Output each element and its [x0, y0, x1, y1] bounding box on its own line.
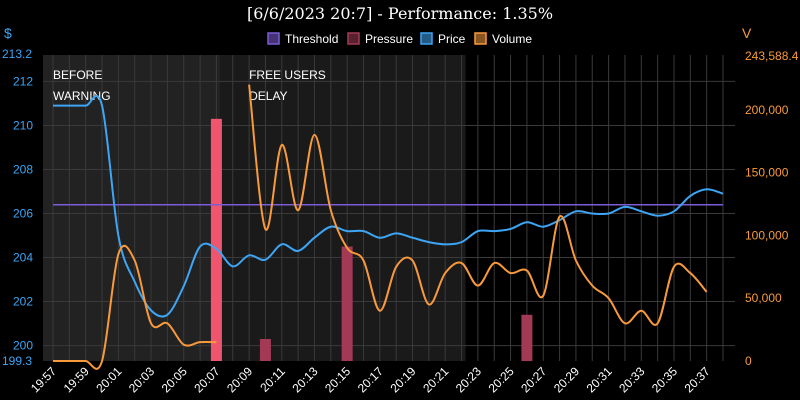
left-axis-unit: $ — [4, 25, 12, 41]
legend-label: Volume — [492, 32, 532, 46]
left-axis-tick-label: 204 — [13, 251, 33, 265]
pressure-bars — [210, 118, 533, 361]
annotations: BEFORE WARNING FREE USERS DELAY — [53, 68, 326, 103]
annotation-text: DELAY — [249, 89, 287, 103]
legend-swatch — [347, 32, 360, 45]
legend-label: Price — [438, 32, 466, 46]
left-axis-max-label: 213.2 — [2, 47, 32, 61]
right-axis-max-label: 243,588.4 — [745, 49, 799, 63]
annotation-text: FREE USERS — [249, 68, 326, 82]
right-axis: V 243,588.4 0 50,000 100,000 150,000 200,000 — [742, 25, 799, 368]
price-line — [53, 95, 724, 318]
annotation-text: WARNING — [53, 89, 111, 103]
legend: Threshold Pressure Price Volume — [267, 32, 532, 46]
legend-swatch — [267, 32, 280, 45]
pressure-bar — [259, 338, 271, 361]
series-lines — [53, 84, 724, 370]
right-axis-tick-label: 150,000 — [745, 166, 789, 180]
right-axis-tick-label: 100,000 — [745, 228, 789, 242]
chart-title: [6/6/2023 20:7] - Performance: 1.35% — [247, 4, 553, 23]
right-axis-tick-label: 200,000 — [745, 103, 789, 117]
legend-label: Threshold — [285, 32, 338, 46]
volume-line — [248, 84, 708, 326]
left-axis-tick-label: 212 — [13, 74, 33, 88]
left-axis-min-label: 199.3 — [2, 354, 32, 368]
left-axis-tick-label: 210 — [13, 118, 33, 132]
annotation-text: BEFORE — [53, 68, 102, 82]
pressure-bar — [341, 246, 353, 361]
legend-swatch — [420, 32, 433, 45]
left-axis-tick-label: 206 — [13, 207, 33, 221]
left-axis-tick-label: 202 — [13, 295, 33, 309]
pressure-bar — [210, 118, 222, 361]
pressure-bar — [521, 314, 533, 361]
legend-label: Pressure — [365, 32, 413, 46]
left-axis-tick-label: 208 — [13, 162, 33, 176]
left-axis-tick-label: 200 — [13, 339, 33, 353]
volume-line — [53, 244, 217, 370]
legend-swatch — [474, 32, 487, 45]
right-axis-unit: V — [742, 25, 752, 41]
right-axis-tick-label: 0 — [745, 354, 752, 368]
right-axis-tick-label: 50,000 — [745, 291, 782, 305]
